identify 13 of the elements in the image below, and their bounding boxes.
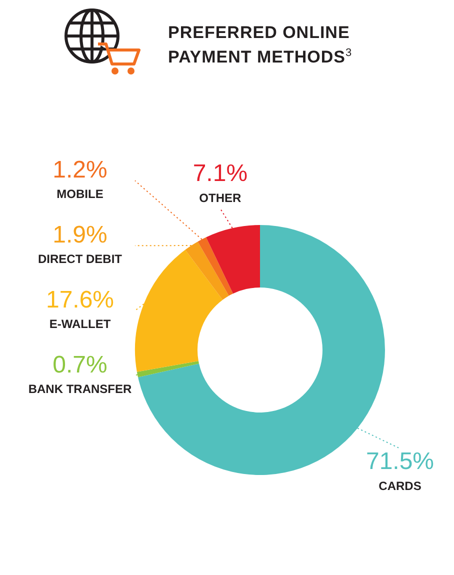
data-label: 1.9%	[52, 221, 108, 248]
slice-label: E-WALLET	[49, 316, 112, 331]
data-label: 17.6%	[46, 286, 114, 314]
slice-label: BANK TRANSFER	[28, 382, 132, 396]
data-label: 71.5%	[366, 448, 434, 476]
data-label: 0.7%	[52, 351, 108, 378]
slice-label: MOBILE	[56, 186, 104, 201]
slice-label: OTHER	[199, 190, 242, 205]
slice-label: DIRECT DEBIT	[38, 252, 123, 266]
data-label: 7.1%	[192, 160, 248, 188]
data-label: 1.2%	[52, 156, 108, 184]
slice-label: CARDS	[378, 478, 422, 493]
chart-title: PREFERRED ONLINE PAYMENT METHODS$^{3}$	[168, 22, 354, 68]
